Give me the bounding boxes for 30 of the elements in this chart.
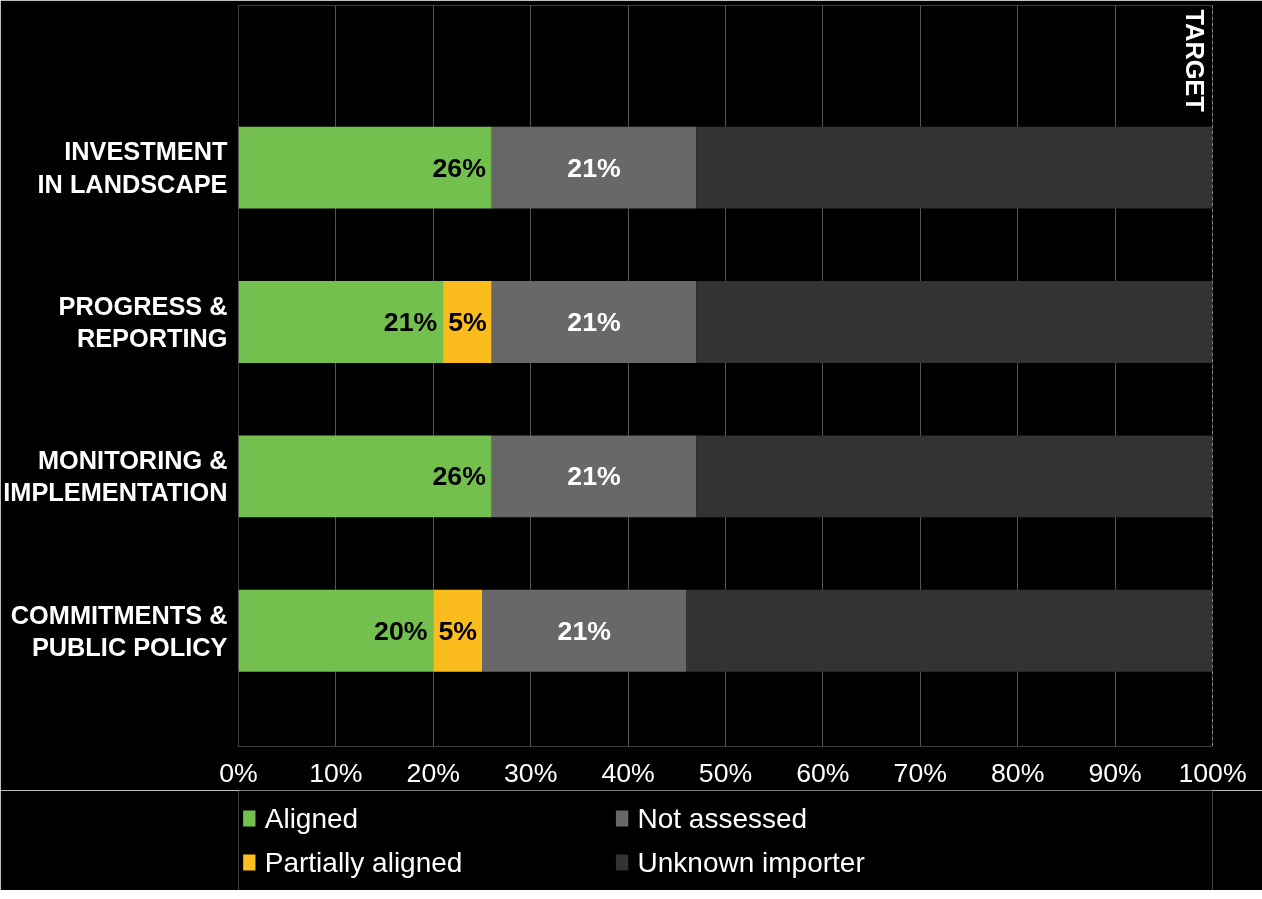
ref-line-label: TARGET [1180, 9, 1209, 113]
x-tick-label: 20% [406, 757, 460, 788]
data-label: 26% [432, 461, 486, 492]
legend-label: Partially aligned [264, 847, 463, 878]
data-label: 21% [557, 615, 611, 646]
data-label: 26% [432, 152, 486, 183]
x-tick-label: 10% [309, 757, 363, 788]
data-label: 21% [567, 461, 621, 492]
legend-label: Not assessed [637, 803, 808, 834]
x-tick-label: 100% [1178, 757, 1247, 788]
data-label: 21% [567, 152, 621, 183]
legend-label: Unknown importer [637, 847, 865, 878]
data-label: 21% [567, 306, 621, 337]
x-tick-label: 80% [991, 757, 1045, 788]
data-label: 5% [448, 306, 487, 337]
data-label: 21% [383, 306, 438, 337]
x-tick-label: 60% [796, 757, 850, 788]
x-tick-label: 30% [504, 757, 558, 788]
data-label: 5% [438, 615, 477, 646]
data-label: 20% [374, 615, 428, 646]
legend-label: Aligned [264, 803, 359, 834]
y-tick-label: COMMITMENTS & PUBLIC POLICY [10, 600, 228, 661]
x-tick-label: 90% [1088, 757, 1142, 788]
x-tick-label: 40% [601, 757, 655, 788]
x-tick-label: 0% [219, 757, 258, 788]
x-tick-label: 70% [893, 757, 947, 788]
y-tick-label: MONITORING & IMPLEMENTATION [3, 446, 228, 507]
y-tick-label: PROGRESS & REPORTING [58, 291, 228, 353]
y-tick-label: INVESTMENT IN LANDSCAPE [37, 137, 229, 198]
x-tick-label: 50% [698, 757, 753, 788]
